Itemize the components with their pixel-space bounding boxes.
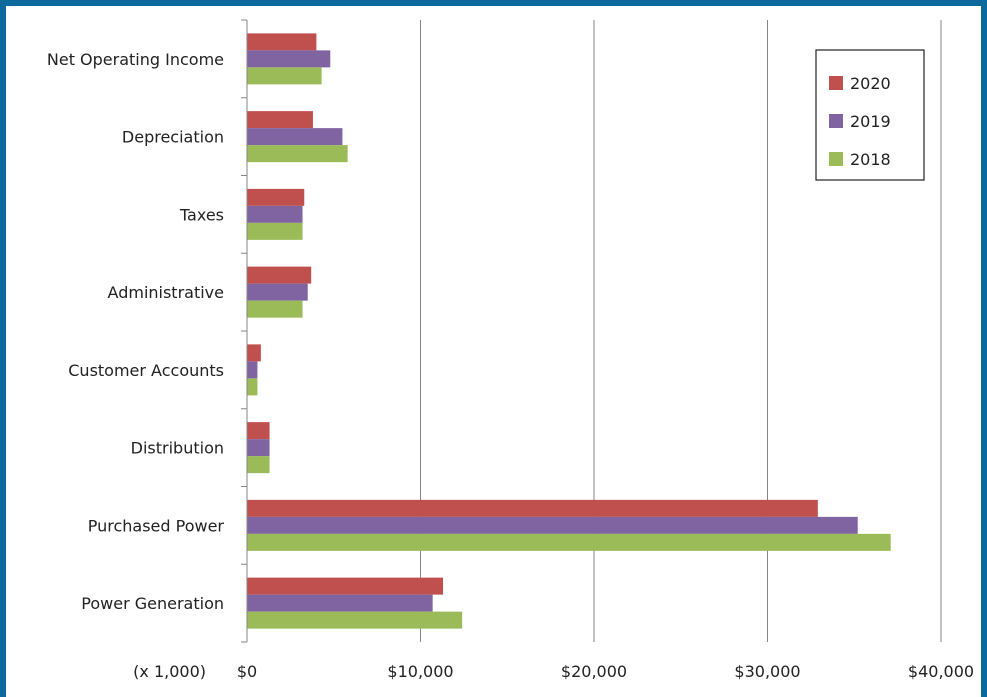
category-label: Net Operating Income xyxy=(47,50,224,69)
bar-2019 xyxy=(247,361,258,379)
bar-2020 xyxy=(247,266,312,284)
category-axis xyxy=(241,19,248,643)
category-label: Customer Accounts xyxy=(68,361,224,380)
bar-2019 xyxy=(247,439,270,457)
category-label: Power Generation xyxy=(81,594,224,613)
bar-2018 xyxy=(247,67,322,85)
x-tick-label: $0 xyxy=(237,662,257,681)
legend-swatch-2018 xyxy=(829,152,843,166)
bar-2020 xyxy=(247,33,317,51)
bar-2020 xyxy=(247,344,261,362)
category-label: Distribution xyxy=(131,439,224,458)
x-tick-labels: $0 $10,000 $20,000 $30,000 $40,000 xyxy=(237,662,974,681)
bar-2018 xyxy=(247,222,303,240)
x-tick-label: $30,000 xyxy=(734,662,800,681)
bar-2018 xyxy=(247,145,348,163)
bar-2019 xyxy=(247,283,308,301)
bar-2020 xyxy=(247,422,270,440)
bar-2020 xyxy=(247,188,305,206)
bar-2019 xyxy=(247,50,331,68)
bar-2019 xyxy=(247,516,858,534)
bar-2018 xyxy=(247,300,303,318)
bar-2020 xyxy=(247,577,444,595)
category-labels: Net Operating Income Depreciation Taxes Adm… xyxy=(47,50,225,613)
bar-2020 xyxy=(247,111,313,129)
bar-2018 xyxy=(247,611,463,629)
bar-2018 xyxy=(247,533,891,551)
legend-swatch-2020 xyxy=(829,76,843,90)
legend-label: 2018 xyxy=(850,150,891,169)
bar-2020 xyxy=(247,499,818,517)
x-tick-label: $20,000 xyxy=(561,662,627,681)
x-tick-label: $40,000 xyxy=(908,662,974,681)
chart-frame: Net Operating Income Depreciation Taxes Adm… xyxy=(6,6,981,697)
x-tick-label: $10,000 xyxy=(387,662,453,681)
category-label: Taxes xyxy=(179,205,224,224)
category-label: Purchased Power xyxy=(88,516,225,535)
category-label: Depreciation xyxy=(122,128,224,147)
bar-2018 xyxy=(247,456,270,474)
legend-label: 2020 xyxy=(850,74,891,93)
bar-chart: Net Operating Income Depreciation Taxes Adm… xyxy=(47,19,974,681)
legend: 2020 2019 2018 xyxy=(815,49,925,181)
legend-label: 2019 xyxy=(850,112,891,131)
legend-swatch-2019 xyxy=(829,114,843,128)
bar-2019 xyxy=(247,205,303,223)
bars xyxy=(247,33,891,629)
bar-2019 xyxy=(247,128,343,146)
bar-2018 xyxy=(247,378,258,396)
category-label: Administrative xyxy=(108,283,224,302)
x-unit-label: (x 1,000) xyxy=(133,662,206,681)
bar-2019 xyxy=(247,594,433,612)
